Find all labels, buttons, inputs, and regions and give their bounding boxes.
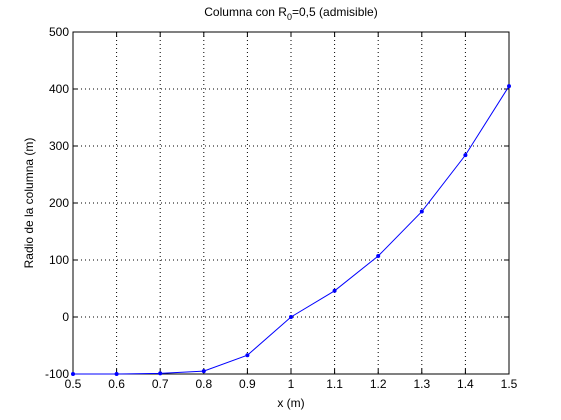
data-point bbox=[158, 371, 163, 376]
y-tick-label: -100 bbox=[45, 367, 69, 381]
data-point bbox=[245, 353, 250, 358]
y-tick-label: 500 bbox=[49, 25, 69, 39]
x-tick-label: 1.5 bbox=[501, 377, 518, 391]
data-point bbox=[201, 369, 206, 374]
x-tick-label: 1.3 bbox=[413, 377, 430, 391]
x-tick-label: 1.1 bbox=[326, 377, 343, 391]
title-text: =0,5 (admisible) bbox=[292, 5, 378, 19]
x-tick-label: 1.2 bbox=[370, 377, 387, 391]
y-tick-label: 0 bbox=[62, 310, 69, 324]
data-point bbox=[376, 254, 381, 259]
x-tick-label: 0.5 bbox=[65, 377, 82, 391]
data-point bbox=[507, 84, 511, 89]
y-tick-label: 400 bbox=[49, 82, 69, 96]
x-tick-label: 0.6 bbox=[108, 377, 125, 391]
x-axis-label: x (m) bbox=[277, 396, 304, 410]
data-point bbox=[463, 153, 468, 158]
y-tick-label: 200 bbox=[49, 196, 69, 210]
x-tick-label: 1.4 bbox=[457, 377, 474, 391]
y-tick-label: 300 bbox=[49, 139, 69, 153]
x-tick-label: 0.8 bbox=[195, 377, 212, 391]
y-tick-label: 100 bbox=[49, 253, 69, 267]
chart-title: Columna con R0=0,5 (admisible) bbox=[204, 5, 377, 22]
plot-frame bbox=[72, 31, 510, 375]
title-text: Columna con R bbox=[204, 5, 287, 19]
data-point bbox=[419, 209, 424, 214]
x-tick-label: 0.9 bbox=[239, 377, 256, 391]
data-point bbox=[332, 288, 337, 293]
data-point bbox=[71, 372, 75, 376]
title-subscript: 0 bbox=[287, 12, 292, 22]
data-point bbox=[289, 315, 293, 319]
plot-area bbox=[73, 32, 509, 374]
x-tick-label: 0.7 bbox=[152, 377, 169, 391]
x-tick-label: 1 bbox=[288, 377, 295, 391]
data-point bbox=[114, 372, 119, 376]
y-axis-label: Radio de la columna (m) bbox=[22, 138, 36, 269]
